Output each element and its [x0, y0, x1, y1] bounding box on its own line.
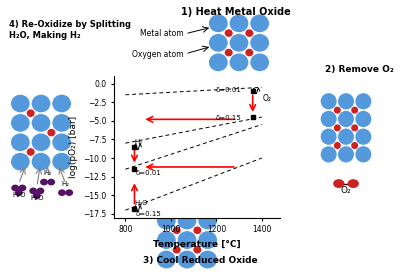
Circle shape	[16, 190, 22, 195]
Circle shape	[53, 95, 70, 112]
Circle shape	[321, 147, 336, 162]
Circle shape	[53, 153, 70, 170]
Text: H₂: H₂	[134, 139, 142, 145]
Circle shape	[246, 50, 253, 56]
Circle shape	[210, 35, 227, 51]
Circle shape	[356, 147, 371, 162]
Circle shape	[246, 30, 253, 36]
Circle shape	[334, 180, 344, 187]
Circle shape	[32, 134, 50, 150]
Circle shape	[53, 134, 70, 150]
Circle shape	[66, 190, 72, 195]
Text: H₂O: H₂O	[30, 195, 44, 201]
Circle shape	[356, 129, 371, 144]
Circle shape	[27, 149, 34, 155]
Circle shape	[199, 212, 216, 229]
Circle shape	[334, 143, 340, 148]
Text: H₂O: H₂O	[12, 192, 26, 198]
Circle shape	[12, 153, 29, 170]
Text: H₂O: H₂O	[134, 200, 148, 206]
Circle shape	[339, 129, 353, 144]
Text: H₂: H₂	[62, 181, 70, 187]
Circle shape	[194, 227, 201, 233]
Text: δ=0.01: δ=0.01	[136, 170, 162, 176]
Text: 3) Cool Reduced Oxide: 3) Cool Reduced Oxide	[143, 256, 257, 265]
Circle shape	[356, 94, 371, 109]
Text: H₂: H₂	[44, 170, 52, 176]
Circle shape	[339, 147, 353, 162]
Circle shape	[41, 180, 47, 185]
Circle shape	[32, 115, 50, 131]
Text: 2) Remove O₂: 2) Remove O₂	[325, 65, 394, 74]
Circle shape	[225, 30, 232, 36]
Circle shape	[251, 54, 268, 70]
Text: 4) Re-Oxidize by Splitting: 4) Re-Oxidize by Splitting	[9, 20, 131, 29]
Text: O₂: O₂	[263, 94, 272, 103]
Circle shape	[158, 251, 175, 268]
Circle shape	[230, 15, 248, 32]
Circle shape	[334, 125, 340, 131]
Circle shape	[321, 129, 336, 144]
Text: δ=0.01: δ=0.01	[216, 86, 241, 92]
Circle shape	[32, 95, 50, 112]
Y-axis label: log(pO₂) [bar]: log(pO₂) [bar]	[68, 116, 78, 178]
Circle shape	[210, 54, 227, 70]
Circle shape	[230, 35, 248, 51]
Circle shape	[194, 247, 201, 253]
Circle shape	[12, 95, 29, 112]
Circle shape	[53, 115, 70, 131]
Circle shape	[158, 232, 175, 248]
Circle shape	[348, 180, 358, 187]
Circle shape	[34, 193, 40, 198]
Circle shape	[321, 94, 336, 109]
Circle shape	[158, 212, 175, 229]
Text: Oxygen atom: Oxygen atom	[132, 50, 184, 59]
Text: H₂O, Making H₂: H₂O, Making H₂	[9, 31, 80, 40]
Circle shape	[30, 188, 36, 194]
Circle shape	[37, 188, 44, 194]
Text: O₂: O₂	[341, 186, 351, 195]
Circle shape	[321, 112, 336, 126]
Circle shape	[334, 107, 340, 113]
Circle shape	[12, 185, 18, 191]
Circle shape	[352, 143, 358, 148]
Circle shape	[230, 54, 248, 70]
Text: Metal atom: Metal atom	[140, 29, 184, 39]
Circle shape	[27, 110, 34, 116]
Circle shape	[199, 251, 216, 268]
X-axis label: Temperature [°C]: Temperature [°C]	[153, 240, 241, 249]
Circle shape	[173, 247, 180, 253]
Circle shape	[251, 15, 268, 32]
Circle shape	[48, 180, 54, 185]
Circle shape	[32, 153, 50, 170]
Circle shape	[59, 190, 65, 195]
Text: 1) Heat Metal Oxide: 1) Heat Metal Oxide	[181, 7, 291, 17]
Circle shape	[339, 94, 353, 109]
Circle shape	[178, 232, 196, 248]
Circle shape	[48, 129, 55, 136]
Circle shape	[356, 112, 371, 126]
Circle shape	[210, 15, 227, 32]
Circle shape	[12, 134, 29, 150]
Circle shape	[339, 112, 353, 126]
Circle shape	[352, 107, 358, 113]
Circle shape	[178, 251, 196, 268]
Circle shape	[225, 50, 232, 56]
Circle shape	[352, 125, 358, 131]
Circle shape	[173, 227, 180, 233]
Circle shape	[251, 35, 268, 51]
Text: δ=0.15: δ=0.15	[216, 115, 241, 121]
Text: δ=0.15: δ=0.15	[136, 211, 161, 217]
Circle shape	[19, 185, 26, 191]
Circle shape	[12, 115, 29, 131]
Circle shape	[199, 232, 216, 248]
Circle shape	[178, 212, 196, 229]
